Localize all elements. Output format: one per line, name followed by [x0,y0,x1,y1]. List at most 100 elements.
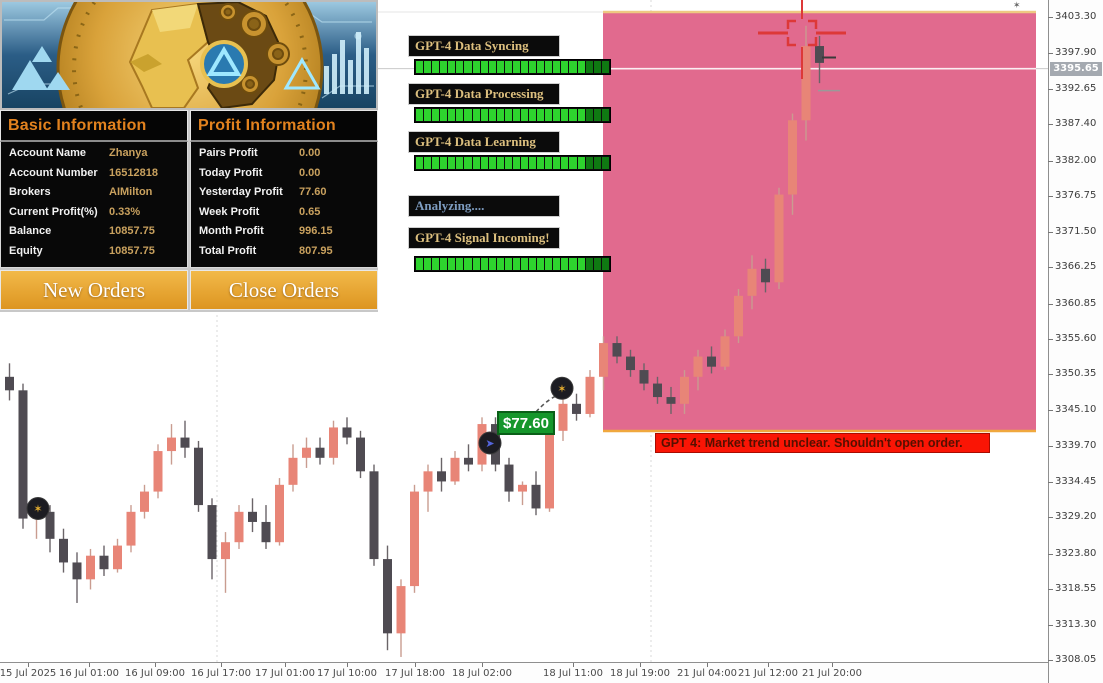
progress-segment [456,258,464,270]
time-tick-label: 17 Jul 01:00 [255,668,315,679]
basic-info-label: Current Profit(%) [9,205,98,218]
time-tick [707,663,708,667]
time-tick-label: 21 Jul 12:00 [738,668,798,679]
gpt-status-label: Analyzing.... [408,195,560,217]
time-tick [482,663,483,667]
svg-text:✶: ✶ [33,503,42,515]
progress-segment [561,157,569,169]
close-orders-button[interactable]: Close Orders [190,270,378,310]
progress-segment [448,258,456,270]
progress-segment [537,109,545,121]
progress-segment [529,109,537,121]
progress-segment [512,109,521,121]
progress-segment [416,157,424,169]
progress-segment [569,61,577,73]
time-tick [768,663,769,667]
basic-info-value: 10857.75 [109,244,155,257]
basic-info-row: Equity 10857.75 [1,243,187,262]
progress-segment [440,109,448,121]
progress-segment [593,258,601,270]
profit-info-body: Pairs Profit 0.00 Today Profit 0.00 Yesterda… [190,142,378,268]
progress-segment [521,258,529,270]
progress-segment [464,109,472,121]
basic-info-value: 16512818 [109,166,158,179]
basic-info-label: Account Number [9,166,98,179]
trade-marker-icon[interactable]: ✶ [550,376,574,400]
progress-segment [496,157,504,169]
trade-marker-icon[interactable]: ✶ [26,496,50,520]
progress-segment [593,157,601,169]
basic-info-row: Account Number 16512818 [1,165,187,184]
mini-bar-chart-icon [324,32,369,94]
progress-segment [488,61,496,73]
basic-info-row: Brokers AIMilton [1,184,187,203]
trade-marker-icon[interactable]: ➤ [478,431,502,455]
profit-info-label: Pairs Profit [199,147,258,159]
progress-segment [569,157,577,169]
profit-info-row: Pairs Profit 0.00 [191,145,377,164]
progress-segment [480,61,488,73]
basic-info-row: Current Profit(%) 0.33% [1,204,187,223]
profit-info-value: 0.65 [299,205,321,218]
price-tick-label: 3334.45 [1047,475,1097,487]
current-price-label: 3395.65 [1050,61,1102,76]
price-tick-label: 3376.75 [1047,190,1097,202]
progress-segment [496,109,504,121]
price-tick-label: 3366.25 [1047,261,1097,273]
basic-info-label: Brokers [9,186,51,198]
progress-segment [504,258,512,270]
progress-segment [601,157,609,169]
profit-info-label: Yesterday Profit [199,186,283,198]
svg-text:✶: ✶ [557,383,566,395]
time-tick-label: 15 Jul 2025 [0,668,57,679]
progress-segment [553,157,561,169]
progress-segment [472,109,480,121]
gpt-progress-bar [414,59,611,75]
new-orders-button[interactable]: New Orders [0,270,188,310]
progress-segment [456,157,464,169]
time-tick-label: 17 Jul 10:00 [317,668,377,679]
progress-segment [569,258,577,270]
progress-segment [553,61,561,73]
profit-info-row: Today Profit 0.00 [191,165,377,184]
price-tick-label: 3350.35 [1047,368,1097,380]
progress-segment [577,109,585,121]
basic-info-value: 10857.75 [109,225,155,237]
basic-info-row: Account Name Zhanya [1,145,187,164]
progress-segment [585,109,593,121]
profit-info-title: Profit Information [190,110,378,142]
progress-segment [545,61,553,73]
progress-segment [448,109,456,121]
price-axis[interactable]: 3403.30 3397.90 3392.65 3387.40 3382.00 3376.… [1047,0,1103,683]
progress-segment [601,109,609,121]
progress-segment [432,258,440,270]
progress-segment [553,258,561,270]
profit-info-label: Month Profit [199,225,264,237]
price-tick-label: 3313.30 [1047,618,1097,630]
time-tick-label: 18 Jul 11:00 [543,668,603,679]
progress-segment [561,61,569,73]
gpt-status-label: GPT-4 Signal Incoming! [408,227,560,249]
time-tick-label: 21 Jul 20:00 [802,668,862,679]
progress-segment [537,258,545,270]
basic-info-label: Equity [9,244,43,257]
basic-info-value: 0.33% [109,205,141,218]
time-axis[interactable]: 15 Jul 2025 16 Jul 01:00 16 Jul 09:00 16 Ju… [0,662,1048,683]
progress-segment [424,61,432,73]
progress-segment [496,61,504,73]
profit-info-label: Week Profit [199,205,260,218]
progress-segment [512,258,521,270]
candlestick-chart[interactable]: ✶ ➤ ✶ $77.60 [0,0,1048,667]
profit-info-value: 996.15 [299,225,333,237]
price-tick-label: 3392.65 [1047,82,1097,94]
time-tick-label: 16 Jul 09:00 [125,668,185,679]
progress-segment [521,157,529,169]
progress-segment [545,109,553,121]
progress-segment [537,61,545,73]
time-tick [155,663,156,667]
price-tick-label: 3339.70 [1047,440,1097,452]
progress-segment [480,157,488,169]
decor-glyph-icon: ✶ [1013,0,1021,10]
basic-info-label: Balance [9,225,52,237]
profit-info-value: 77.60 [299,186,327,198]
